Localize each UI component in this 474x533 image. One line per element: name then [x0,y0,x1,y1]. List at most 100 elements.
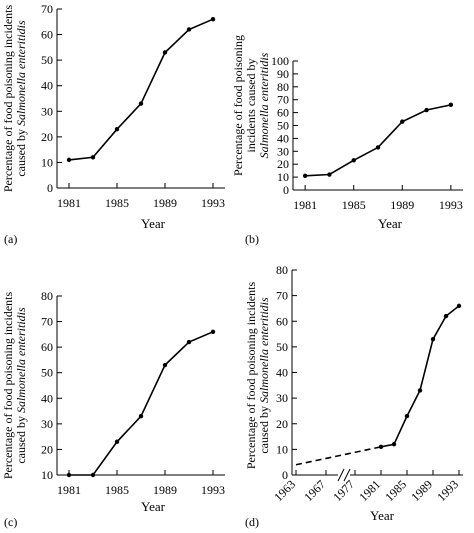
data-point [66,472,72,478]
y-axis-label-line2: incidents caused by [244,59,258,153]
data-point [430,336,436,342]
y-tick-label: 70 [41,315,53,329]
x-tick-label: 1981 [293,198,317,212]
y-axis-label-line2: caused by Salmonella enteritidis [14,307,28,464]
x-tick-label: 1963 [271,477,298,504]
y-tick-label: 60 [41,28,53,42]
chart-panel-a: 0 10 20 30 40 50 60 70 1981 1985 1989 1993 Year Perce… [1,2,225,246]
y-tick-label: 10 [277,170,289,184]
x-axis-label: Year [370,508,395,523]
data-point [391,442,397,447]
x-tick-label: 1989 [153,196,177,210]
y-tick-label: 30 [276,391,288,405]
panel-label: (d) [245,515,259,529]
y-tick-label: 70 [41,2,53,16]
y-axis-label-line1: Percentage of food poisoning [231,35,245,176]
y-tick-label: 30 [41,104,53,118]
y-axis-label-species: Salmonella enteritidis [14,20,28,126]
series-line [69,331,214,476]
data-point [90,472,96,478]
data-point [186,339,192,345]
series-line [305,104,452,177]
y-tick-label: 40 [41,391,53,405]
axis-break-mark [337,468,345,482]
x-tick-label: 1993 [439,198,463,212]
y-axis-label-line1: Percentage of food poisoning incidents [1,5,15,193]
data-point [417,388,423,393]
y-tick-label: 90 [277,67,289,81]
data-point [66,157,72,163]
y-axis-label-line2: caused by Salmonella enteritidis [257,297,271,454]
y-tick-label: 80 [41,289,53,303]
x-tick-label: 1985 [382,477,409,504]
x-tick-label: 1981 [57,196,81,210]
x-axis-label: Year [141,216,166,231]
y-axis-label-prefix: caused by [14,413,28,464]
y-tick-label: 60 [276,314,288,328]
x-tick-label: 1967 [301,477,328,504]
axis-break [337,468,351,482]
y-axis-label-line3: Salmonella enteritidis [257,52,271,158]
y-tick-label: 60 [41,340,53,354]
x-tick-label: 1993 [201,196,225,210]
data-point [378,444,384,450]
y-tick-label: 10 [41,155,53,169]
chart-panel-c: 10 20 30 40 50 60 70 80 1981 1985 1989 1993 Year Perc… [1,289,225,529]
x-tick-label: 1989 [153,483,177,497]
x-tick-label: 1993 [201,483,225,497]
x-tick-label: 1989 [408,477,435,504]
x-axis-label: Year [141,499,166,514]
y-axis-label-prefix: caused by [14,126,28,177]
x-tick-label: 1993 [434,477,461,504]
y-axis-label-line2: caused by Salmonella enteritidis [14,20,28,177]
y-tick-label: 100 [271,54,289,68]
x-tick-label: 1981 [57,483,81,497]
y-tick-label: 70 [276,289,288,303]
y-tick-label: 20 [41,130,53,144]
y-tick-label: 50 [41,53,53,67]
data-point [443,313,449,319]
y-tick-label: 40 [41,79,53,93]
y-axis-label-line1: Percentage of food poisoning incidents [244,282,258,470]
y-axis-label-species: Salmonella enteritidis [14,307,28,413]
x-tick-label: 1977 [330,477,357,504]
data-point [210,329,216,334]
y-tick-label: 0 [283,183,289,197]
y-tick-label: 40 [276,366,288,380]
x-axis-label: Year [378,216,403,231]
y-tick-label: 50 [277,119,289,133]
data-point [186,27,192,32]
y-tick-label: 60 [277,106,289,120]
y-tick-label: 70 [277,93,289,107]
series-line [68,18,214,161]
x-tick-label: 1981 [356,477,383,504]
y-tick-label: 50 [41,366,53,380]
data-point [138,101,144,106]
y-tick-label: 50 [276,340,288,354]
y-tick-label: 30 [277,144,289,158]
x-tick-label: 1985 [105,196,129,210]
data-point [138,413,144,419]
data-point [302,173,308,179]
axis-break-mark [343,468,351,482]
data-point [162,50,168,55]
y-tick-label: 10 [276,442,288,456]
y-tick-label: 20 [277,157,289,171]
y-tick-label: 0 [282,468,288,482]
data-point [351,158,356,163]
y-axis-label-line1: Percentage of food poisoning incidents [1,292,15,480]
data-point [210,17,216,22]
data-point [424,107,429,113]
data-point [162,362,168,368]
series-line [380,305,460,448]
y-tick-label: 80 [277,80,289,94]
data-point [456,303,462,309]
x-tick-label: 1985 [105,483,129,497]
panel-label: (a) [4,232,17,246]
x-tick-label: 1985 [342,198,366,212]
x-tick-label: 1989 [390,198,414,212]
y-tick-label: 10 [41,468,53,482]
panel-label: (b) [245,232,259,246]
